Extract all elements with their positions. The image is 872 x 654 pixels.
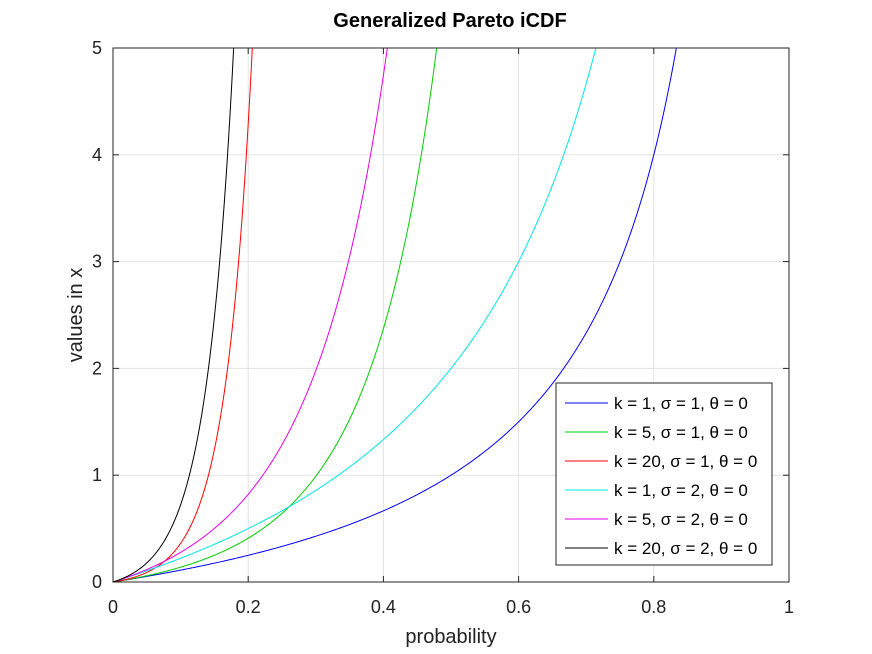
legend-box xyxy=(555,382,773,566)
series-line xyxy=(112,47,388,583)
x-tick-label: 0 xyxy=(108,597,118,617)
y-tick-label: 2 xyxy=(92,358,102,378)
legend-item: k = 5, σ = 2, θ = 0 xyxy=(565,510,748,529)
x-tick-label: 0.4 xyxy=(371,597,396,617)
y-axis-label: values in x xyxy=(65,268,87,363)
legend-item: k = 1, σ = 1, θ = 0 xyxy=(565,394,748,413)
x-tick-label: 1 xyxy=(784,597,794,617)
x-tick-label: 0.6 xyxy=(506,597,531,617)
legend-label: k = 20, σ = 1, θ = 0 xyxy=(614,452,757,471)
x-tick-label: 0.8 xyxy=(641,597,666,617)
y-tick-label: 5 xyxy=(92,38,102,58)
x-tick-label: 0.2 xyxy=(236,597,261,617)
series-line xyxy=(112,47,235,583)
chart-title: Generalized Pareto iCDF xyxy=(333,10,566,32)
x-axis-label: probability xyxy=(405,626,496,648)
y-tick-label: 1 xyxy=(92,465,102,485)
y-tick-label: 0 xyxy=(92,572,102,592)
y-tick-label: 4 xyxy=(92,145,102,165)
series-line xyxy=(112,47,438,583)
series-lines xyxy=(112,47,677,583)
plot-frame xyxy=(112,47,790,583)
legend-label: k = 1, σ = 1, θ = 0 xyxy=(614,394,748,413)
series-line xyxy=(112,47,597,583)
legend-item: k = 20, σ = 2, θ = 0 xyxy=(565,539,757,558)
legend-label: k = 20, σ = 2, θ = 0 xyxy=(614,539,757,558)
legend-label: k = 1, σ = 2, θ = 0 xyxy=(614,481,748,500)
axis-ticks: 0 0.2 0.4 0.6 0.8 1 0 1 2 3 4 5 xyxy=(92,38,794,617)
y-tick-label: 3 xyxy=(92,252,102,272)
legend-item: k = 5, σ = 1, θ = 0 xyxy=(565,423,748,442)
series-line xyxy=(112,47,253,583)
legend-item: k = 20, σ = 1, θ = 0 xyxy=(565,452,757,471)
legend-label: k = 5, σ = 1, θ = 0 xyxy=(614,423,748,442)
legend-item: k = 1, σ = 2, θ = 0 xyxy=(565,481,748,500)
legend-label: k = 5, σ = 2, θ = 0 xyxy=(614,510,748,529)
series-line xyxy=(112,47,677,583)
legend: k = 1, σ = 1, θ = 0 k = 5, σ = 1, θ = 0 k … xyxy=(555,382,773,566)
